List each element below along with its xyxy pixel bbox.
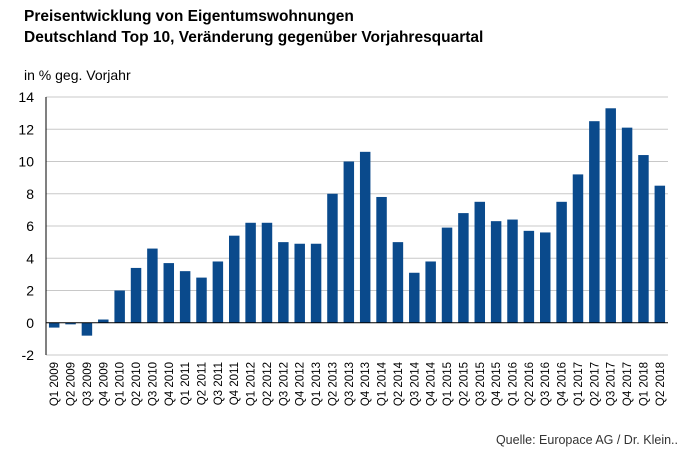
y-tick-label: 8 xyxy=(26,186,34,202)
y-tick-label: 14 xyxy=(18,89,34,105)
y-tick-label: -2 xyxy=(22,347,35,363)
x-tick-label: Q4 2013 xyxy=(360,362,372,406)
bar xyxy=(572,174,584,323)
x-tick-label: Q1 2014 xyxy=(377,361,389,406)
bar xyxy=(278,242,289,323)
x-tick-label: Q3 2010 xyxy=(147,362,159,406)
x-tick-label: Q2 2014 xyxy=(393,361,405,406)
bar xyxy=(638,155,649,323)
x-tick-label: Q1 2018 xyxy=(638,362,650,406)
bar xyxy=(130,267,142,323)
x-tick-label: Q2 2015 xyxy=(458,362,470,406)
x-tick-label: Q2 2011 xyxy=(197,362,209,405)
x-tick-label: Q1 2011 xyxy=(180,362,192,405)
x-tick-label: Q4 2017 xyxy=(622,362,634,406)
x-tick-label: Q3 2011 xyxy=(213,362,225,405)
bar xyxy=(163,263,175,323)
bar xyxy=(441,227,453,323)
x-tick-label: Q2 2010 xyxy=(131,362,143,406)
chart-subtitle: Deutschland Top 10, Veränderung gegenübe… xyxy=(24,29,484,46)
bar xyxy=(621,127,633,323)
x-tick-label: Q4 2010 xyxy=(164,362,176,406)
bar xyxy=(392,242,404,323)
y-tick-label: 0 xyxy=(26,315,34,331)
bar xyxy=(359,151,371,323)
x-tick-label: Q2 2013 xyxy=(327,362,339,406)
x-tick-label: Q2 2018 xyxy=(655,362,667,406)
x-tick-label: Q1 2013 xyxy=(311,362,323,406)
x-tick-label: Q3 2017 xyxy=(606,362,618,406)
x-tick-label: Q4 2009 xyxy=(98,362,110,406)
bar xyxy=(458,213,469,323)
y-axis-label: in % geg. Vorjahr xyxy=(24,67,131,83)
bar xyxy=(589,121,600,323)
x-tick-label: Q2 2012 xyxy=(262,362,274,406)
bar xyxy=(98,319,109,323)
x-tick-label: Q2 2017 xyxy=(589,362,601,406)
bar xyxy=(147,248,158,323)
x-tick-label: Q1 2015 xyxy=(442,362,454,406)
bar xyxy=(294,243,305,323)
bar xyxy=(540,232,551,323)
bar xyxy=(376,196,387,323)
x-tick-label: Q1 2017 xyxy=(573,362,585,406)
x-tick-label: Q3 2015 xyxy=(475,362,487,406)
bar xyxy=(474,201,486,323)
y-tick-label: 4 xyxy=(26,250,34,266)
x-tick-label: Q3 2016 xyxy=(540,362,552,406)
x-tick-label: Q1 2012 xyxy=(246,362,258,406)
bar xyxy=(327,193,338,323)
x-tick-label: Q4 2012 xyxy=(295,362,307,406)
bar xyxy=(654,185,666,323)
bar xyxy=(425,261,436,323)
y-tick-label: 6 xyxy=(26,218,34,234)
x-tick-label: Q3 2009 xyxy=(82,362,94,406)
bar xyxy=(523,230,535,323)
chart-title-block: Preisentwicklung von Eigentumswohnungen … xyxy=(24,6,483,48)
x-tick-label: Q3 2014 xyxy=(409,361,421,406)
bar xyxy=(65,322,76,325)
x-tick-label: Q1 2009 xyxy=(49,362,61,406)
x-tick-label: Q3 2013 xyxy=(344,362,356,406)
bar xyxy=(212,261,224,323)
source-note: Quelle: Europace AG / Dr. Klein.. xyxy=(495,433,678,447)
x-tick-label: Q4 2016 xyxy=(557,362,569,406)
bar xyxy=(229,235,240,323)
bar xyxy=(490,221,502,323)
bar xyxy=(310,243,322,323)
x-tick-label: Q4 2015 xyxy=(491,362,503,406)
y-tick-label: 10 xyxy=(18,154,34,170)
y-tick-label: 2 xyxy=(26,283,34,299)
bar xyxy=(605,108,616,323)
bar xyxy=(196,277,207,323)
x-tick-label: Q2 2009 xyxy=(66,362,78,406)
x-tick-label: Q1 2016 xyxy=(508,362,520,406)
bar xyxy=(48,322,60,328)
bar xyxy=(507,219,518,323)
bar xyxy=(179,271,191,323)
bar xyxy=(81,322,93,336)
x-tick-label: Q2 2016 xyxy=(524,362,536,406)
bar xyxy=(556,201,567,323)
x-tick-label: Q1 2010 xyxy=(115,362,127,406)
bar xyxy=(409,272,420,323)
bar xyxy=(343,161,355,323)
x-tick-label: Q4 2014 xyxy=(426,361,438,406)
bar xyxy=(261,222,273,323)
bar xyxy=(114,290,125,323)
x-tick-label: Q3 2012 xyxy=(278,362,290,406)
x-tick-label: Q4 2011 xyxy=(229,362,241,405)
bar xyxy=(245,222,256,323)
y-tick-label: 12 xyxy=(18,121,34,137)
chart-title: Preisentwicklung von Eigentumswohnungen xyxy=(24,8,354,25)
